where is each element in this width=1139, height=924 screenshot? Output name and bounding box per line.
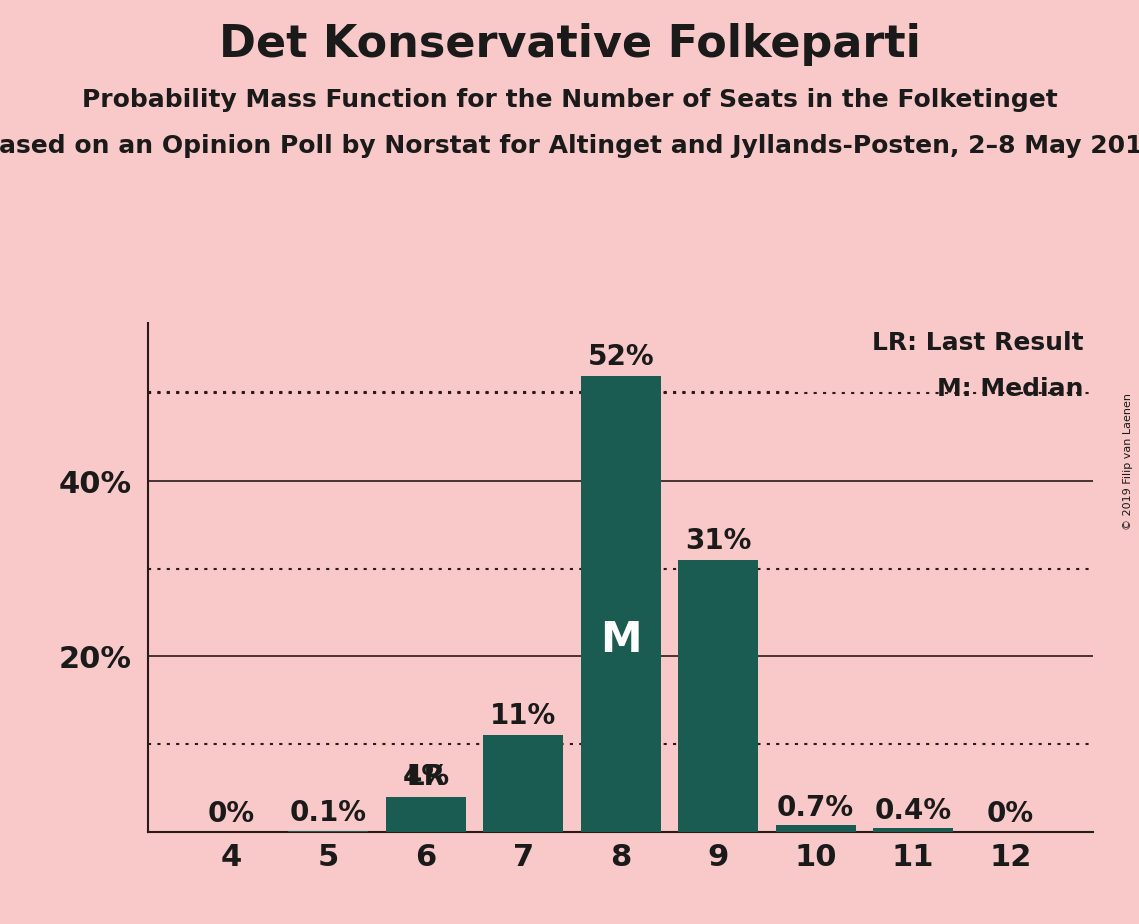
Text: 0%: 0%: [207, 800, 254, 828]
Text: 31%: 31%: [685, 527, 752, 554]
Bar: [581, 376, 661, 832]
Text: M: M: [600, 619, 641, 662]
Text: Probability Mass Function for the Number of Seats in the Folketinget: Probability Mass Function for the Number…: [82, 88, 1057, 112]
Bar: [874, 828, 953, 832]
Text: © 2019 Filip van Laenen: © 2019 Filip van Laenen: [1123, 394, 1133, 530]
Text: LR: Last Result: LR: Last Result: [872, 331, 1084, 355]
Text: 0.1%: 0.1%: [290, 799, 367, 827]
Bar: [483, 736, 564, 832]
Bar: [776, 825, 855, 832]
Text: M: Median: M: Median: [937, 377, 1084, 401]
Text: 4%: 4%: [402, 763, 450, 791]
Text: 11%: 11%: [490, 702, 557, 730]
Bar: [678, 560, 759, 832]
Text: LR: LR: [407, 763, 445, 791]
Text: 52%: 52%: [588, 343, 654, 371]
Text: 0.7%: 0.7%: [777, 794, 854, 822]
Text: Det Konservative Folkeparti: Det Konservative Folkeparti: [219, 23, 920, 67]
Text: 0%: 0%: [988, 800, 1034, 828]
Text: 0.4%: 0.4%: [875, 796, 952, 824]
Bar: [386, 796, 466, 832]
Text: Based on an Opinion Poll by Norstat for Altinget and Jyllands-Posten, 2–8 May 20: Based on an Opinion Poll by Norstat for …: [0, 134, 1139, 158]
